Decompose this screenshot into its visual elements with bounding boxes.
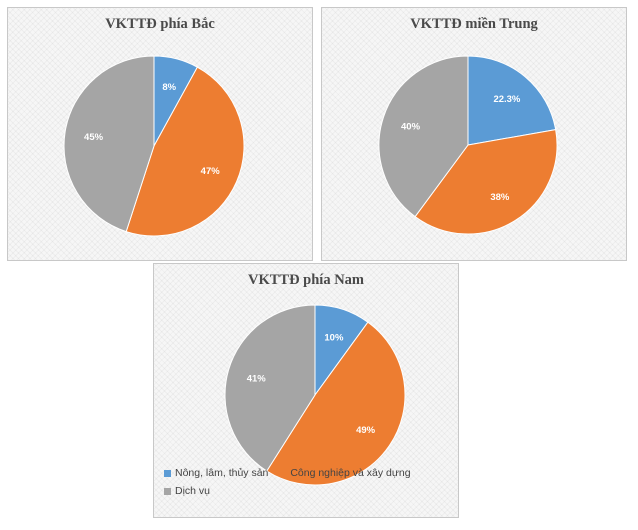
pie-slice-agriculture xyxy=(467,55,557,146)
legend-label: Dịch vụ xyxy=(175,485,211,497)
data-label-agriculture: 8% xyxy=(162,82,176,93)
legend-swatch xyxy=(164,487,171,495)
data-label-services: 40% xyxy=(401,122,421,133)
data-label-industry: 38% xyxy=(490,192,510,203)
legend-item: Nông, lâm, thủy sản xyxy=(164,467,268,479)
pie-slice-services xyxy=(224,304,316,472)
legend-label: Công nghiệp và xây dựng xyxy=(290,467,411,479)
pie-slice-industry xyxy=(125,66,245,237)
chart-title: VKTTĐ phía Bắc xyxy=(105,16,215,32)
chart-title: VKTTĐ phía Nam xyxy=(247,272,365,288)
chart-panel-north: VKTTĐ phía Bắc 8% 47% 45% xyxy=(7,7,313,261)
chart-panel-central: VKTTĐ miền Trung 22.3% 38% 40% xyxy=(321,7,627,261)
legend-swatch xyxy=(279,469,287,477)
legend-item: Dịch vụ xyxy=(164,485,210,497)
data-label-services: 45% xyxy=(84,132,104,143)
legend-label: Nông, lâm, thủy sản xyxy=(175,467,269,479)
legend-swatch xyxy=(164,469,171,477)
pie-chart: 8% 47% 45% xyxy=(63,55,245,237)
pie-slice-services xyxy=(378,55,469,218)
pie-slice-industry xyxy=(414,129,558,235)
pie-chart: 22.3% 38% 40% xyxy=(378,55,558,235)
chart-panel-south: VKTTĐ phía Nam 10% 49% 41% Nông, lâm, thủy… xyxy=(153,263,459,518)
legend: Nông, lâm, thủy sản Công nghiệp và xây d… xyxy=(164,467,454,503)
pie-chart: 10% 49% 41% xyxy=(224,304,406,486)
data-label-industry: 47% xyxy=(201,166,221,177)
data-label-agriculture: 22.3% xyxy=(493,94,520,105)
data-label-services: 41% xyxy=(247,373,267,384)
pie-slice-industry xyxy=(266,321,406,486)
legend-item: Công nghiệp và xây dựng xyxy=(279,467,411,479)
data-label-industry: 49% xyxy=(356,425,376,436)
pie-slice-services xyxy=(63,55,155,233)
chart-title: VKTTĐ miền Trung xyxy=(410,16,538,32)
data-label-agriculture: 10% xyxy=(324,332,344,343)
